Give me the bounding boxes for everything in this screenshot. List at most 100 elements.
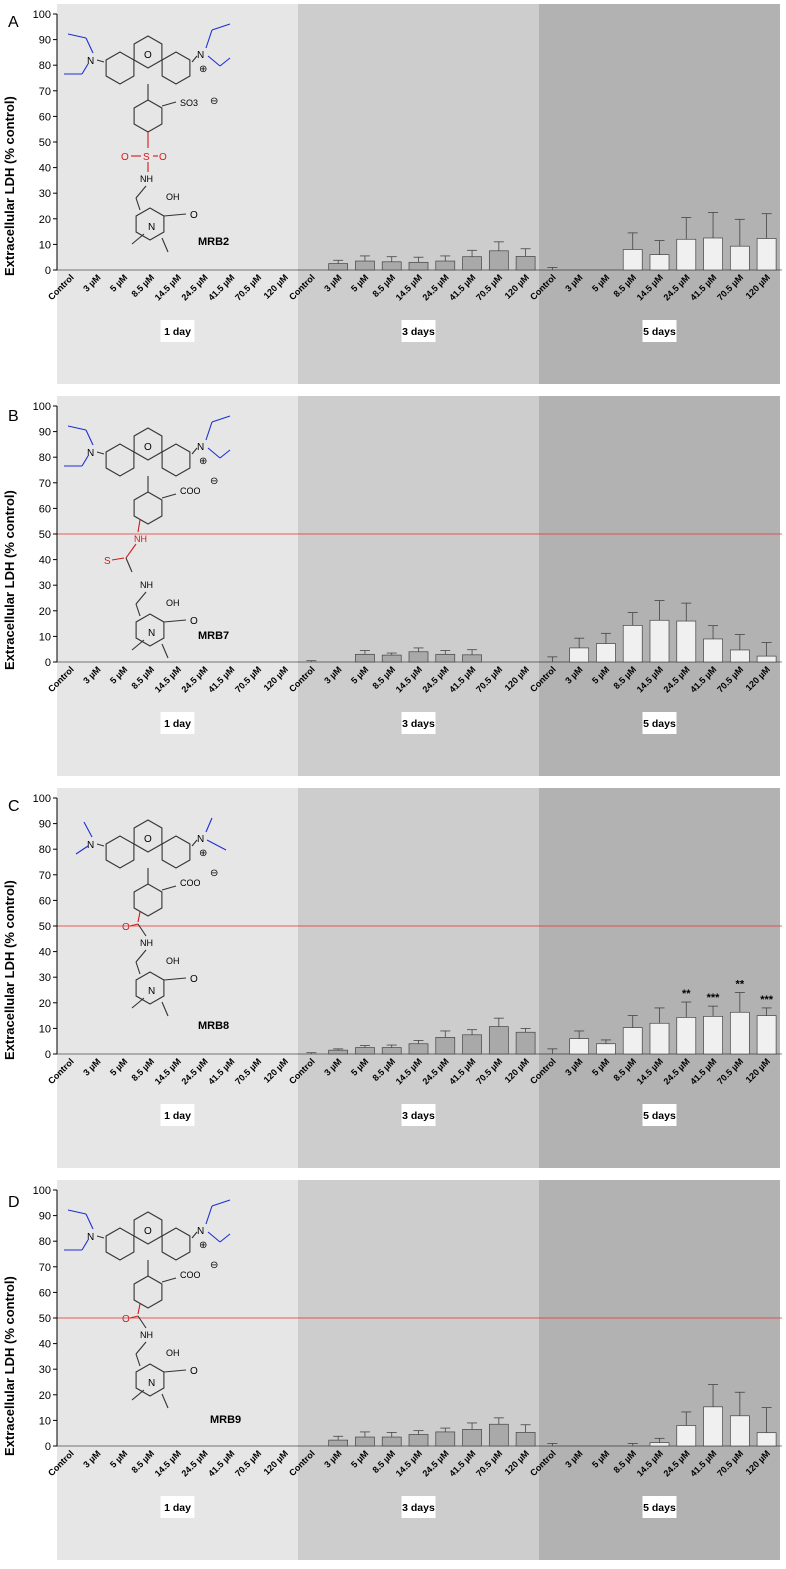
molecule-structure: O N N ⊕ COO ⊖ O NH OH O N [75, 817, 227, 1017]
left-amine-label: N [87, 840, 94, 851]
left-amine-label: N [87, 1232, 94, 1243]
group-label-box [642, 712, 677, 734]
y-tick-label: 90 [39, 1211, 51, 1223]
bar [729, 1415, 750, 1447]
methyl-bond [83, 821, 93, 838]
group-label: 3 days [402, 1502, 435, 1514]
bar [408, 1434, 429, 1447]
thiourea-bond [111, 557, 125, 561]
panel-d: 0 10 20 30 40 50 60 70 80 90 100 Control 3 µM 5 µM 8.5… [0, 1176, 786, 1569]
y-tick-label: 90 [39, 35, 51, 47]
xanthene-oxygen-label: O [144, 50, 152, 61]
y-tick-label: 30 [39, 1364, 51, 1376]
methyl-bond [131, 639, 145, 651]
amide-nh-label: NH [140, 580, 153, 590]
compound-label: MRB8 [198, 1020, 230, 1032]
hydroxyl-label: OH [166, 598, 180, 608]
y-tick-label: 60 [39, 895, 51, 907]
panel-letter: D [8, 1194, 20, 1211]
bond [96, 59, 105, 63]
sulfonyl-oxygen-right: O [159, 152, 167, 163]
bond [125, 557, 133, 573]
bond [191, 55, 198, 63]
bar [622, 249, 643, 271]
y-tick-label: 60 [39, 1287, 51, 1299]
ring-nitrogen-label: N [148, 222, 155, 233]
ethyl-bond [85, 37, 94, 54]
y-tick-label: 100 [33, 1185, 51, 1197]
y-tick-label: 10 [39, 1415, 51, 1427]
group-label-box [160, 1104, 195, 1126]
molecule-structure: O N N ⊕ COO ⊖ NH S NH OH O N [64, 415, 231, 659]
molecule-structure: O N N ⊕ COO ⊖ O NH OH O N [64, 1199, 231, 1409]
bar [462, 1429, 482, 1447]
bar [435, 1037, 456, 1055]
bar [355, 1436, 375, 1447]
bond [191, 447, 198, 455]
bar [435, 260, 456, 271]
panel-letter: C [8, 798, 20, 815]
bar [676, 620, 697, 663]
compound-label: MRB9 [210, 1414, 242, 1426]
left-amine-label: N [87, 448, 94, 459]
xanthene-oxygen-label: O [144, 1226, 152, 1237]
group-label: 3 days [402, 718, 435, 730]
ethyl-bond [219, 57, 231, 67]
bar [649, 254, 670, 271]
thiourea-bond [137, 519, 141, 533]
pendant-phenyl-ring [133, 1275, 163, 1309]
bar [328, 1049, 349, 1055]
y-tick-label: 90 [39, 427, 51, 439]
right-iminium-label: N [197, 442, 204, 453]
ethyl-bond [67, 1209, 87, 1215]
y-tick-label: 40 [39, 555, 51, 567]
bar [703, 237, 723, 271]
group-label: 1 day [164, 1502, 191, 1514]
group-label: 1 day [164, 718, 191, 730]
bar [569, 1038, 590, 1055]
bar [381, 1047, 402, 1055]
y-tick-label: 40 [39, 1339, 51, 1351]
y-tick-label: 50 [39, 137, 51, 149]
bond [191, 1231, 198, 1239]
side-group-charge: ⊖ [210, 1260, 218, 1271]
ethyl-bond [207, 447, 221, 459]
y-tick-label: 80 [39, 452, 51, 464]
bar [488, 1423, 509, 1447]
y-tick-label: 0 [45, 1441, 51, 1453]
bar [488, 1026, 509, 1055]
y-tick-label: 100 [33, 401, 51, 413]
ethyl-bond [211, 415, 231, 423]
y-tick-label: 20 [39, 214, 51, 226]
pyridinone-ring [135, 1363, 165, 1397]
bond [96, 451, 105, 455]
ethyl-bond [219, 1233, 231, 1243]
group-label: 3 days [402, 326, 435, 338]
bond [135, 185, 147, 199]
bond [135, 1341, 147, 1355]
side-group-label: COO [180, 1270, 201, 1280]
bond [161, 101, 177, 107]
bond [135, 961, 141, 975]
ethyl-bond [207, 1231, 221, 1243]
ethyl-bond [205, 29, 213, 49]
group-label-box [160, 320, 195, 342]
bar [381, 1436, 402, 1447]
xanthene-ring-right [161, 1227, 191, 1261]
bar [756, 238, 777, 271]
xanthene-ring-right [161, 835, 191, 869]
amide-oxygen: O [122, 1314, 130, 1325]
ketone-oxygen-label: O [190, 210, 198, 221]
hydroxyl-label: OH [166, 1348, 180, 1358]
xanthene-ring-right [161, 443, 191, 477]
bond [135, 1353, 141, 1367]
y-tick-label: 70 [39, 86, 51, 98]
y-tick-label: 10 [39, 1023, 51, 1035]
ethyl-bond [81, 63, 89, 75]
hydroxyl-label: OH [166, 956, 180, 966]
group-label-box [401, 712, 436, 734]
methyl-bond [131, 233, 145, 245]
y-axis-label: Extracellular LDH (% control) [2, 96, 17, 276]
